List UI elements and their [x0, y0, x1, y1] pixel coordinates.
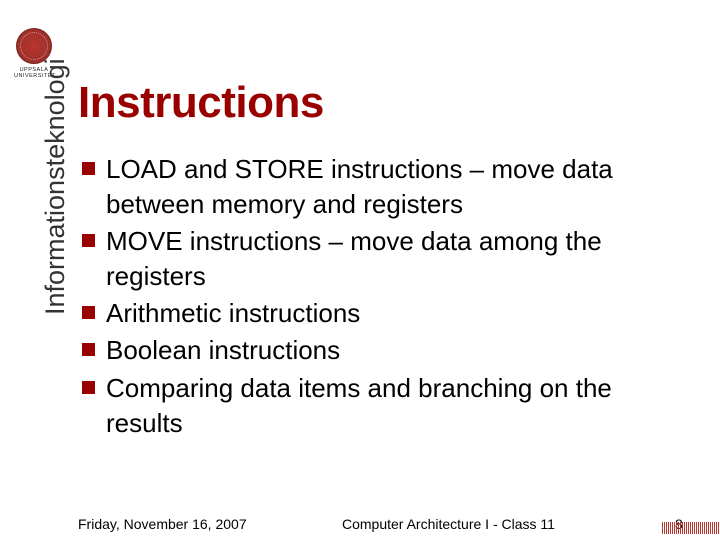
- bullet-text: Boolean instructions: [106, 335, 340, 365]
- bullet-text: MOVE instructions – move data among the …: [106, 226, 602, 291]
- bullet-text: Arithmetic instructions: [106, 298, 360, 328]
- bullet-text: Comparing data items and branching on th…: [106, 373, 612, 438]
- bullet-square-icon: [82, 162, 95, 175]
- footer-date: Friday, November 16, 2007: [78, 516, 247, 532]
- bullet-text: LOAD and STORE instructions – move data …: [106, 154, 613, 219]
- decorative-stripe: [662, 522, 720, 534]
- bullet-square-icon: [82, 343, 95, 356]
- sidebar-label: Informationsteknologi: [40, 58, 71, 315]
- footer-course: Computer Architecture I - Class 11: [342, 516, 555, 532]
- bullet-item: Boolean instructions: [82, 333, 682, 368]
- bullet-item: Arithmetic instructions: [82, 296, 682, 331]
- bullet-square-icon: [82, 234, 95, 247]
- bullet-item: LOAD and STORE instructions – move data …: [82, 152, 682, 222]
- slide-content: LOAD and STORE instructions – move data …: [82, 152, 682, 443]
- bullet-item: MOVE instructions – move data among the …: [82, 224, 682, 294]
- bullet-item: Comparing data items and branching on th…: [82, 371, 682, 441]
- slide-title: Instructions: [78, 78, 324, 128]
- bullet-square-icon: [82, 381, 95, 394]
- bullet-square-icon: [82, 306, 95, 319]
